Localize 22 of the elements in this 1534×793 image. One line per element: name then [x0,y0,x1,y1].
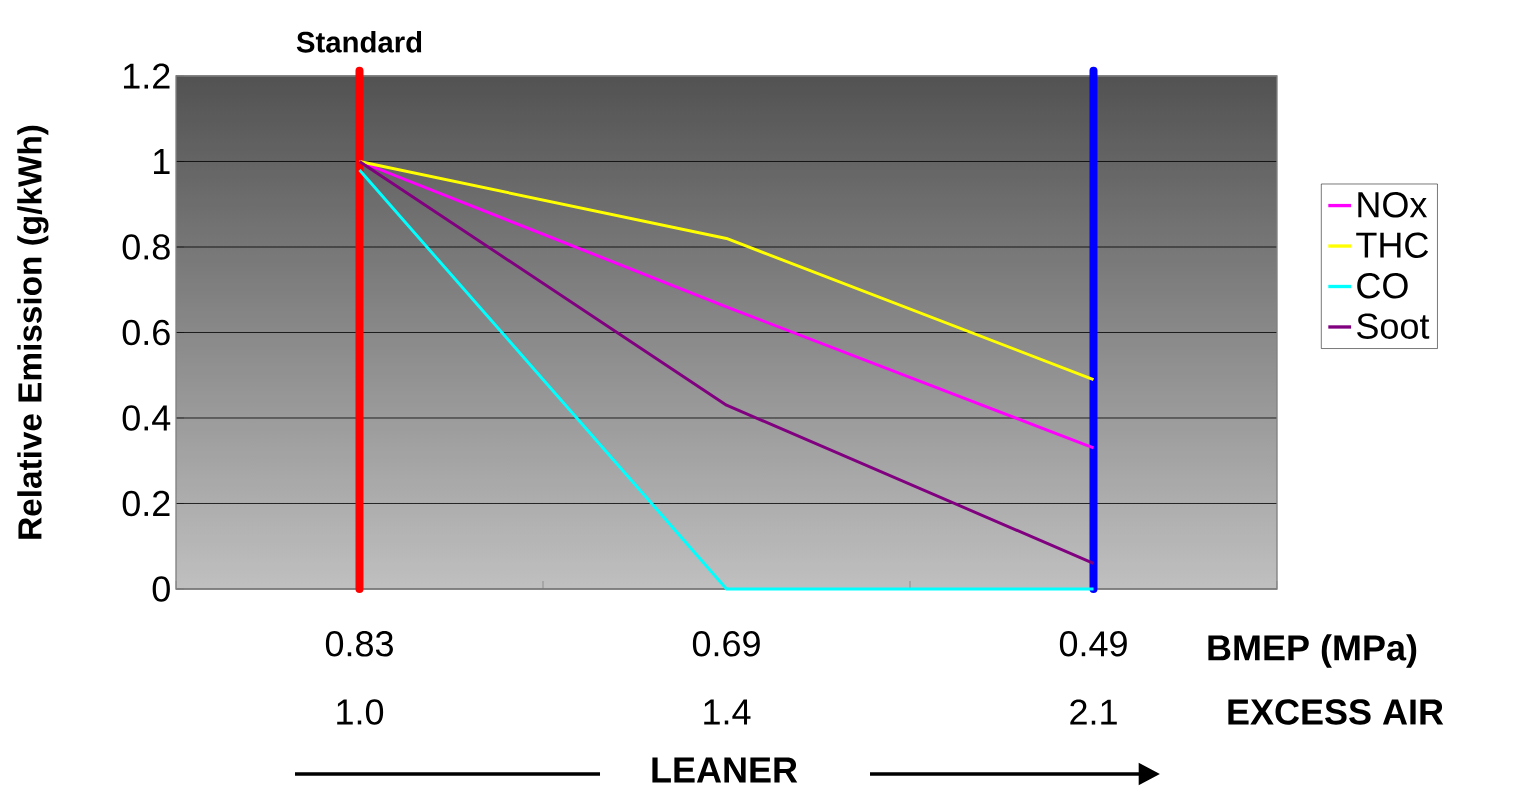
y-tick-label: 0.4 [122,405,171,431]
y-tick-label: 0.8 [122,234,170,260]
x-tick-label: 0.83 [325,631,393,657]
ref-line-label: Standard [296,31,422,53]
text: LEANER [652,757,798,783]
x-tick-label: 0.49 [1059,631,1127,657]
legend-label: THC [1356,232,1429,258]
x-tick-label: 0.69 [692,631,760,657]
text: 1.0 [337,699,384,725]
y-axis-title: Relative Emission (g/kWh) [17,125,49,539]
text: EXCESS AIR [1228,699,1444,725]
text: 2.1 [1070,699,1117,725]
legend-label: Soot [1357,313,1430,339]
legend-label: CO [1357,272,1408,299]
y-tick-label: 1 [154,149,170,174]
y-tick-label: 0.2 [122,490,170,517]
y-tick-label: 0 [152,576,170,602]
y-tick-label: 0.6 [122,319,170,346]
legend-label: NOx [1358,192,1428,218]
text: BMEP (MPa) [1208,634,1417,668]
text: 1.4 [704,699,751,725]
y-tick-label: 1.2 [123,63,170,89]
